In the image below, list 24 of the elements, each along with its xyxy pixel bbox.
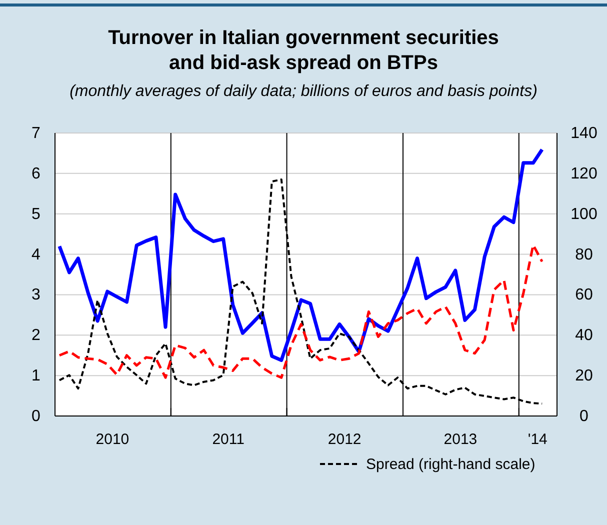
y2-tick-label: 120: [570, 165, 598, 182]
y2-tick-label: 140: [570, 125, 598, 142]
y-tick-label: 6: [32, 165, 41, 182]
y-tick-label: 3: [32, 286, 41, 304]
x-tick-label: 2013: [444, 431, 478, 448]
y2-tick-label: 80: [575, 246, 593, 264]
x-tick-label: 2010: [96, 431, 130, 448]
y-tick-label: 5: [32, 206, 41, 223]
legend-label: Spread (right-hand scale): [366, 456, 536, 473]
y2-tick-label: 40: [575, 327, 593, 344]
y-tick-label: 7: [32, 125, 41, 142]
chart-title: Turnover in Italian government securities and bid-ask spread on BTPs: [108, 27, 499, 74]
y2-tick-label: 20: [575, 368, 593, 385]
y2-tick-label: 0: [580, 408, 589, 425]
x-tick-label: '14: [528, 431, 548, 448]
y2-tick-label: 60: [575, 286, 593, 304]
y-tick-label: 2: [32, 327, 41, 344]
y-tick-label: 4: [32, 246, 41, 264]
x-tick-label: 2012: [328, 431, 362, 448]
x-tick-label: 2011: [212, 431, 244, 448]
y-tick-label: 0: [32, 408, 41, 425]
chart-subtitle: (monthly averages of daily data; billions of euros and basis points): [70, 83, 538, 100]
y2-tick-label: 100: [570, 206, 598, 223]
y-tick-label: 1: [32, 368, 41, 385]
